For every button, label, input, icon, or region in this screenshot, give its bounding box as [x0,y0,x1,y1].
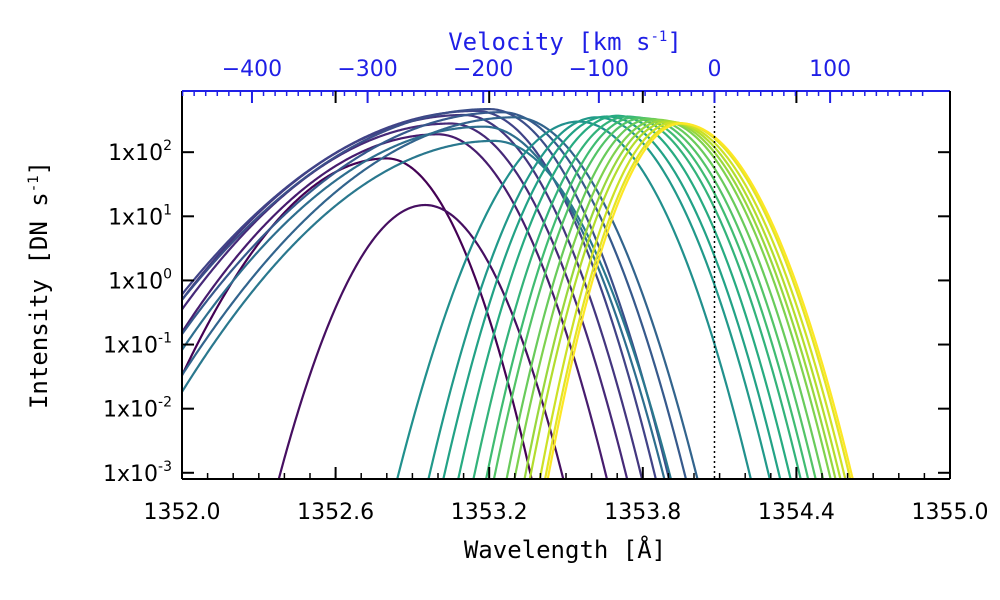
y-tick-label: 1x100 [108,266,172,294]
series-group [182,107,854,479]
series-line [544,121,852,479]
y-axis-ticks: 1x10-3 1x10-2 1x10-1 1x100 1x101 1x102 [103,138,950,487]
x-axis-ticks: 1352.0 1352.6 1353.2 1353.8 1354.4 1355.0 [144,91,989,525]
series-line [396,120,752,479]
y-tick-label: 1x10-3 [103,459,172,487]
series-line [427,116,771,479]
series-line [513,118,832,479]
series-line [484,116,810,479]
y-tick-label: 1x10-2 [103,395,172,423]
top-axis-title: Velocity [km s-1] [448,28,682,56]
x-tick-label: 1355.0 [912,500,989,525]
series-line [442,115,782,479]
x-tick-label: 1353.2 [451,500,528,525]
velocity-tick-label: −200 [453,57,513,82]
y-tick-label: 1x102 [108,138,172,166]
series-line [277,203,565,479]
series-line [546,122,854,479]
series-line [182,109,657,479]
series-line [472,115,802,479]
x-tick-label: 1352.6 [297,500,374,525]
y-axis-title: Intensity [DN s-1] [25,161,53,409]
x-axis-title: Wavelength [Å] [464,535,666,564]
series-line [182,133,609,479]
series-line [528,120,842,479]
x-tick-label: 1353.8 [604,500,681,525]
velocity-tick-label: −400 [222,57,282,82]
series-line [182,111,688,479]
series-line [538,121,847,479]
series-line [182,125,666,479]
velocity-tick-label: 0 [707,57,721,82]
series-line [182,116,699,479]
y-tick-label: 1x101 [108,202,172,230]
velocity-tick-label: −300 [337,57,397,82]
velocity-tick-label: 100 [809,57,851,82]
velocity-tick-label: −100 [569,57,629,82]
series-line [457,114,792,479]
top-axis-ticks: −400 −300 −200 −100 0 100 [181,57,924,103]
series-line [182,157,533,479]
x-tick-label: 1354.4 [758,500,835,525]
y-tick-label: 1x10-1 [103,331,172,359]
series-line [523,119,837,479]
series-line [492,117,817,479]
x-tick-label: 1352.0 [144,500,221,525]
